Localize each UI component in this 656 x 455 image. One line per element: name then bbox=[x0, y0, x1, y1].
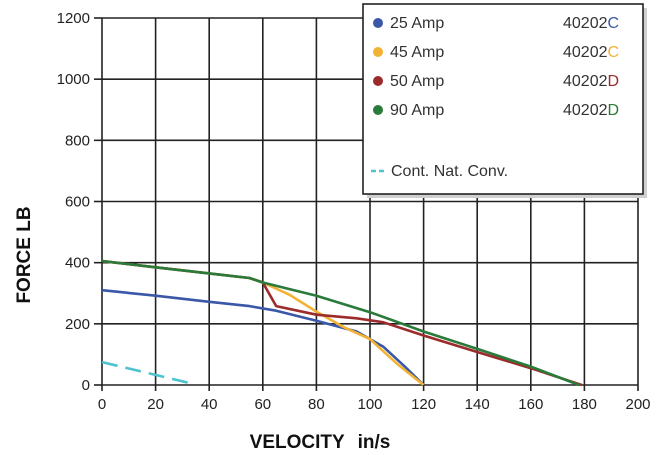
x-tick-label: 80 bbox=[308, 396, 325, 413]
y-tick-label: 0 bbox=[82, 377, 90, 394]
x-tick-label: 60 bbox=[254, 396, 271, 413]
x-tick-label: 160 bbox=[518, 396, 543, 413]
legend-model-suffix: C bbox=[608, 15, 620, 32]
series-line-90-amp bbox=[101, 259, 580, 387]
legend-model-prefix: 40202 bbox=[563, 73, 608, 90]
x-axis-title: VELOCITY in/s bbox=[250, 432, 391, 453]
x-tick-label: 180 bbox=[572, 396, 597, 413]
x-tick-label: 140 bbox=[465, 396, 490, 413]
legend-model-prefix: 40202 bbox=[563, 102, 608, 119]
x-tick-label: 40 bbox=[201, 396, 218, 413]
series-line-25-amp bbox=[101, 288, 425, 386]
x-axis-title-text: VELOCITY bbox=[250, 432, 345, 453]
legend-model-number: 40202D bbox=[563, 102, 619, 119]
legend-marker bbox=[373, 47, 383, 57]
legend-label: 45 Amp bbox=[390, 44, 444, 61]
legend-model-suffix: D bbox=[608, 102, 620, 119]
y-axis-title: FORCE LB bbox=[14, 206, 35, 303]
legend-reference-label: Cont. Nat. Conv. bbox=[391, 163, 508, 180]
x-tick-label: 0 bbox=[98, 396, 106, 413]
axes: 0 20 40 60 80 100 120 140 160 180 200 0 200 400 600 800… bbox=[57, 10, 651, 413]
x-tick-label: 100 bbox=[357, 396, 382, 413]
legend-model-suffix: C bbox=[608, 44, 620, 61]
y-tick-label: 800 bbox=[65, 132, 90, 149]
x-tick-label: 200 bbox=[625, 396, 650, 413]
x-tick-label: 20 bbox=[147, 396, 164, 413]
y-tick-label: 1200 bbox=[57, 10, 90, 27]
legend-label: 25 Amp bbox=[390, 15, 444, 32]
legend-marker bbox=[373, 105, 383, 115]
legend-model-number: 40202C bbox=[563, 44, 619, 61]
legend-model-prefix: 40202 bbox=[563, 44, 608, 61]
legend-model-number: 40202C bbox=[563, 15, 619, 32]
legend-label: 90 Amp bbox=[390, 102, 444, 119]
legend-label: 50 Amp bbox=[390, 73, 444, 90]
reference-line-cont-nat-conv bbox=[101, 360, 189, 384]
legend-model-suffix: D bbox=[608, 73, 620, 90]
x-tick-label: 120 bbox=[411, 396, 436, 413]
y-tick-label: 400 bbox=[65, 255, 90, 272]
legend-marker bbox=[373, 76, 383, 86]
y-tick-label: 1000 bbox=[57, 71, 90, 88]
legend-box bbox=[362, 3, 644, 195]
legend-model-number: 40202D bbox=[563, 73, 619, 90]
legend-marker bbox=[373, 18, 383, 28]
y-tick-label: 200 bbox=[65, 316, 90, 333]
series-lines bbox=[101, 259, 583, 387]
x-axis-title-unit: in/s bbox=[358, 432, 391, 453]
legend-model-prefix: 40202 bbox=[563, 15, 608, 32]
y-tick-label: 600 bbox=[65, 194, 90, 211]
